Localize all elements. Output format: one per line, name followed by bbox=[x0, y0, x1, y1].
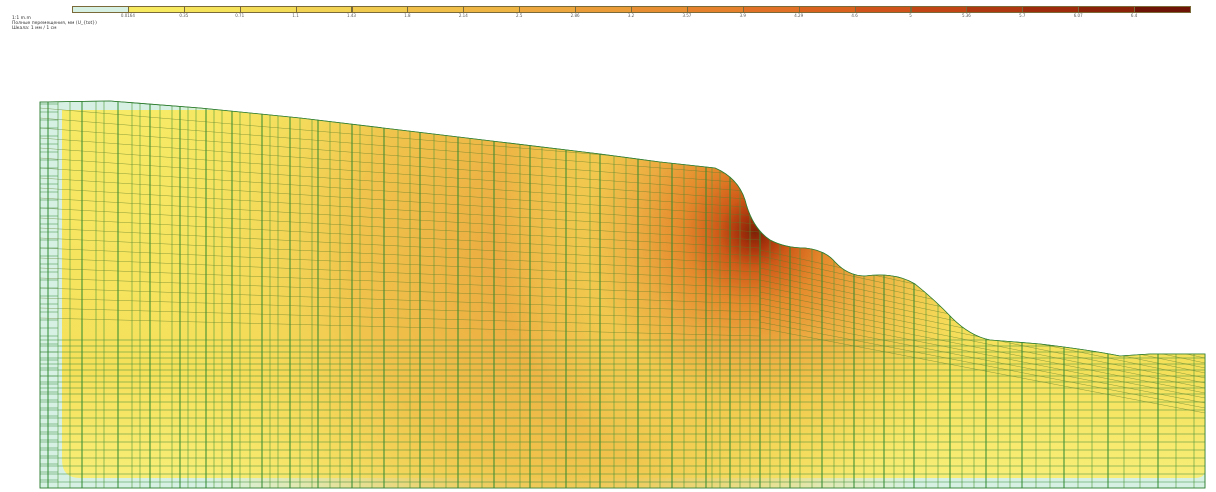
mesh-line bbox=[759, 303, 1205, 394]
mesh-line bbox=[40, 217, 761, 257]
caption-line-3: Шкала: 1 мм / 1 см bbox=[12, 26, 57, 31]
legend-tick-label: 6.4 bbox=[1130, 13, 1138, 18]
mesh-line bbox=[40, 227, 761, 265]
caption-line-2: Полные перемещения, мм (U_{tot}) bbox=[12, 21, 97, 26]
contour-fill bbox=[40, 101, 1205, 488]
mesh-line bbox=[40, 117, 761, 177]
legend-tick-label: 2.5 bbox=[516, 13, 523, 18]
legend-tick-label: 6.07 bbox=[1073, 13, 1083, 18]
legend-tick-label: 4.29 bbox=[794, 13, 804, 18]
legend-tick-label: 5.36 bbox=[961, 13, 971, 18]
mesh-line bbox=[759, 321, 1205, 409]
mesh-line bbox=[40, 277, 761, 305]
mesh-line bbox=[40, 167, 761, 217]
mesh-line bbox=[40, 137, 761, 193]
mesh-line bbox=[40, 147, 761, 201]
mesh-line bbox=[40, 287, 761, 313]
legend-tick-label: 1.1 bbox=[292, 13, 299, 18]
legend-tick-label: 1.8 bbox=[404, 13, 411, 18]
legend-tick-label: 2.14 bbox=[458, 13, 468, 18]
mesh-line bbox=[40, 177, 761, 225]
legend-tick-label: 3.2 bbox=[627, 13, 635, 18]
mesh-line bbox=[759, 297, 1205, 389]
mesh-line bbox=[40, 247, 761, 281]
legend-swatch bbox=[1134, 6, 1191, 13]
legend-tick-label: 2.86 bbox=[570, 13, 580, 18]
mesh-line bbox=[40, 257, 761, 289]
slope-outline bbox=[39, 100, 1206, 489]
mesh-line bbox=[40, 267, 761, 297]
legend-tick-label: 5 bbox=[909, 13, 912, 18]
mesh-line bbox=[40, 237, 761, 273]
mesh-line bbox=[759, 327, 1205, 414]
mesh-line bbox=[759, 309, 1205, 399]
legend-tick-label: 0.71 bbox=[235, 13, 245, 18]
mesh-line bbox=[40, 317, 761, 337]
mesh-line bbox=[40, 207, 761, 249]
mesh-line bbox=[40, 187, 761, 233]
mesh-line bbox=[40, 307, 761, 329]
legend-tick-label: 0.35 bbox=[179, 13, 189, 18]
legend-tick-label: 1.43 bbox=[347, 13, 356, 18]
legend-tick-label: 5.7 bbox=[1019, 13, 1026, 18]
mesh-line bbox=[40, 157, 761, 209]
legend-tick-label: 3.9 bbox=[739, 13, 746, 18]
legend-tick-label: 4.6 bbox=[851, 13, 858, 18]
color-legend: 0.0164 0.35 0.71 1.1 1.43 1.8 2.14 2.5 2.86 3.2 3.… bbox=[0, 0, 1216, 30]
mesh-line bbox=[40, 297, 761, 321]
mesh-line bbox=[759, 315, 1205, 404]
legend-tick-label: 3.57 bbox=[682, 13, 692, 18]
mesh-line bbox=[40, 127, 761, 185]
mesh-line bbox=[40, 197, 761, 241]
plot-caption: 1:1 m.m Полные перемещения, мм (U_{tot})… bbox=[12, 16, 97, 31]
caption-line-1: 1:1 m.m bbox=[12, 16, 31, 21]
legend-tick-label: 0.0164 bbox=[120, 13, 135, 18]
